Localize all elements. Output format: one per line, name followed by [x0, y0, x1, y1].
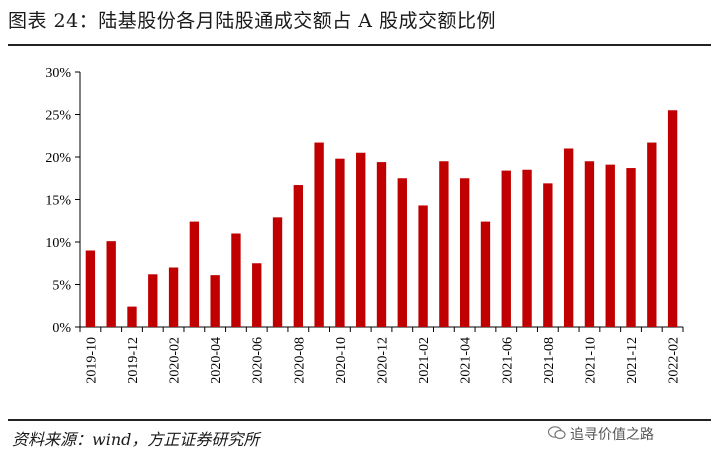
y-tick-label: 5% [52, 279, 71, 294]
bar-2021-11 [605, 164, 615, 327]
chart-title: 图表 24：陆基股份各月陆股通成交额占 A 股成交额比例 [8, 10, 497, 32]
x-tick-label: 2020-04 [209, 337, 224, 384]
source-note: 资料来源：wind，方正证券研究所 [12, 430, 260, 449]
bar-series [85, 110, 678, 327]
x-tick-label: 2021-10 [583, 337, 598, 384]
bar-2021-10 [584, 161, 595, 327]
x-tick-label: 2021-04 [459, 337, 474, 384]
bar-2020-04 [210, 275, 220, 327]
y-tick-label: 30% [45, 66, 71, 81]
bar-2022-01 [647, 142, 657, 327]
x-axis: 2019-10 2019-12 2020-02 2020-04 2020-06 2020-… [79, 326, 684, 384]
bar-2021-02 [418, 205, 428, 327]
bar-2021-12 [626, 168, 636, 327]
bar-2020-01 [148, 274, 158, 327]
y-axis: 0% 5% 10% 15% 20% 25% 30% [45, 66, 81, 336]
bar-2020-02 [168, 267, 179, 327]
bar-2021-06 [501, 170, 511, 327]
y-tick-label: 10% [45, 236, 71, 251]
x-tick-label: 2020-12 [376, 337, 391, 384]
x-tick-label: 2021-02 [417, 337, 432, 384]
bar-2021-03 [439, 161, 449, 327]
x-tick-label: 2020-06 [251, 337, 266, 384]
bar-2020-07 [272, 217, 283, 327]
bar-2021-05 [480, 221, 491, 327]
y-tick-label: 0% [52, 321, 71, 336]
bar-2021-04 [459, 178, 470, 327]
bar-chart: 0% 5% 10% 15% 20% 25% 30% 2019-10 2019-12 2020-0… [45, 66, 684, 384]
x-tick-label: 2019-12 [126, 337, 141, 384]
x-tick-label: 2022-02 [667, 337, 682, 384]
bar-2019-10 [85, 250, 96, 327]
bar-2020-12 [376, 162, 387, 327]
bar-2020-05 [231, 233, 241, 327]
bar-2019-12 [127, 306, 137, 327]
x-tick-label: 2019-10 [84, 337, 99, 384]
bar-2019-11 [106, 241, 116, 327]
x-tick-label: 2021-08 [542, 337, 557, 384]
y-tick-label: 15% [45, 194, 71, 209]
bar-2020-03 [189, 221, 200, 327]
bar-2021-08 [543, 183, 553, 327]
bar-2021-01 [397, 178, 407, 327]
watermark-text: 追寻价值之路 [570, 427, 654, 443]
bar-2020-09 [314, 142, 324, 327]
footer-divider [8, 419, 711, 421]
wechat-icon [548, 426, 566, 440]
bar-2020-11 [356, 152, 366, 327]
x-tick-label: 2020-10 [334, 337, 349, 384]
bar-2021-09 [563, 148, 574, 327]
bar-2020-08 [293, 185, 304, 327]
title-divider [8, 44, 711, 46]
y-tick-label: 20% [45, 151, 71, 166]
bar-2022-02 [667, 110, 678, 327]
x-tick-label: 2021-12 [625, 337, 640, 384]
x-tick-label: 2020-02 [168, 337, 183, 384]
bar-2021-07 [522, 169, 532, 327]
x-tick-label: 2020-08 [292, 337, 307, 384]
x-tick-label: 2021-06 [500, 337, 515, 384]
bar-2020-06 [252, 263, 262, 327]
bar-2020-10 [335, 158, 345, 327]
y-tick-label: 25% [45, 109, 71, 124]
